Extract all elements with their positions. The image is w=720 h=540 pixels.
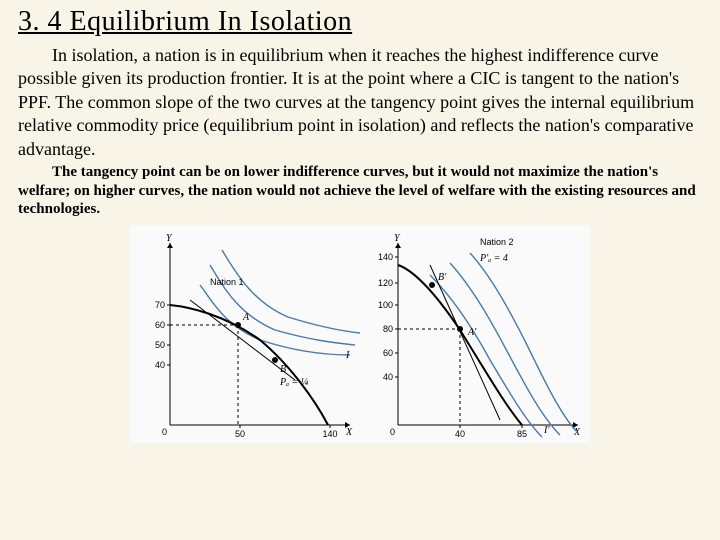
- svg-text:I': I': [543, 425, 550, 436]
- svg-text:B: B: [280, 364, 286, 375]
- svg-text:A: A: [242, 312, 250, 323]
- svg-text:60: 60: [155, 320, 165, 330]
- figure-container: XY7060504050140ABPₐ = ¼Nation 1I0XY14012…: [18, 225, 702, 448]
- svg-text:Y: Y: [166, 233, 173, 244]
- svg-text:Nation 1: Nation 1: [210, 277, 244, 287]
- svg-text:0: 0: [390, 427, 395, 437]
- svg-text:40: 40: [455, 429, 465, 439]
- svg-text:70: 70: [155, 300, 165, 310]
- svg-text:Nation 2: Nation 2: [480, 237, 514, 247]
- svg-text:100: 100: [378, 300, 393, 310]
- svg-text:P'ₐ = 4: P'ₐ = 4: [479, 253, 508, 264]
- figure-svg: XY7060504050140ABPₐ = ¼Nation 1I0XY14012…: [130, 225, 590, 443]
- svg-text:120: 120: [378, 278, 393, 288]
- paragraph-main: In isolation, a nation is in equilibrium…: [18, 44, 702, 161]
- svg-text:A': A': [467, 327, 477, 338]
- svg-text:60: 60: [383, 348, 393, 358]
- svg-text:I: I: [345, 350, 350, 361]
- svg-text:B': B': [438, 272, 447, 283]
- paragraph-note: The tangency point can be on lower indif…: [18, 163, 702, 219]
- svg-text:40: 40: [383, 372, 393, 382]
- svg-text:Pₐ = ¼: Pₐ = ¼: [279, 377, 309, 388]
- equilibrium-figure: XY7060504050140ABPₐ = ¼Nation 1I0XY14012…: [130, 225, 590, 443]
- svg-text:140: 140: [322, 429, 337, 439]
- svg-text:80: 80: [383, 324, 393, 334]
- svg-text:85: 85: [517, 429, 527, 439]
- section-heading: 3. 4 Equilibrium In Isolation: [18, 6, 702, 38]
- svg-text:50: 50: [155, 340, 165, 350]
- svg-text:X: X: [345, 427, 353, 438]
- svg-text:50: 50: [235, 429, 245, 439]
- svg-text:0: 0: [162, 427, 167, 437]
- svg-text:40: 40: [155, 360, 165, 370]
- svg-text:140: 140: [378, 252, 393, 262]
- svg-text:Y: Y: [394, 233, 401, 244]
